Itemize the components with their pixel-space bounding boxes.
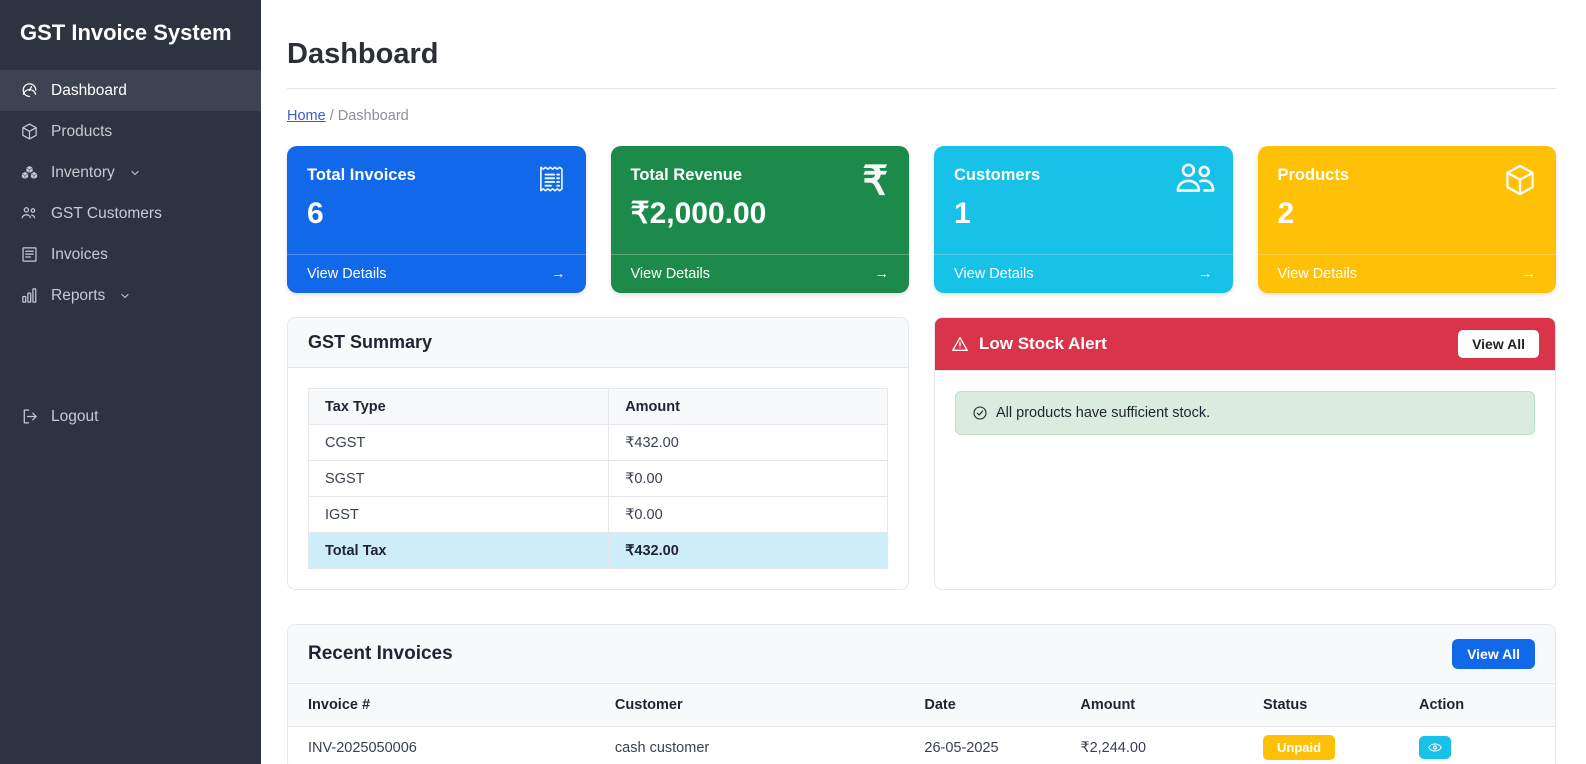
svg-text:₹: ₹	[862, 162, 888, 200]
